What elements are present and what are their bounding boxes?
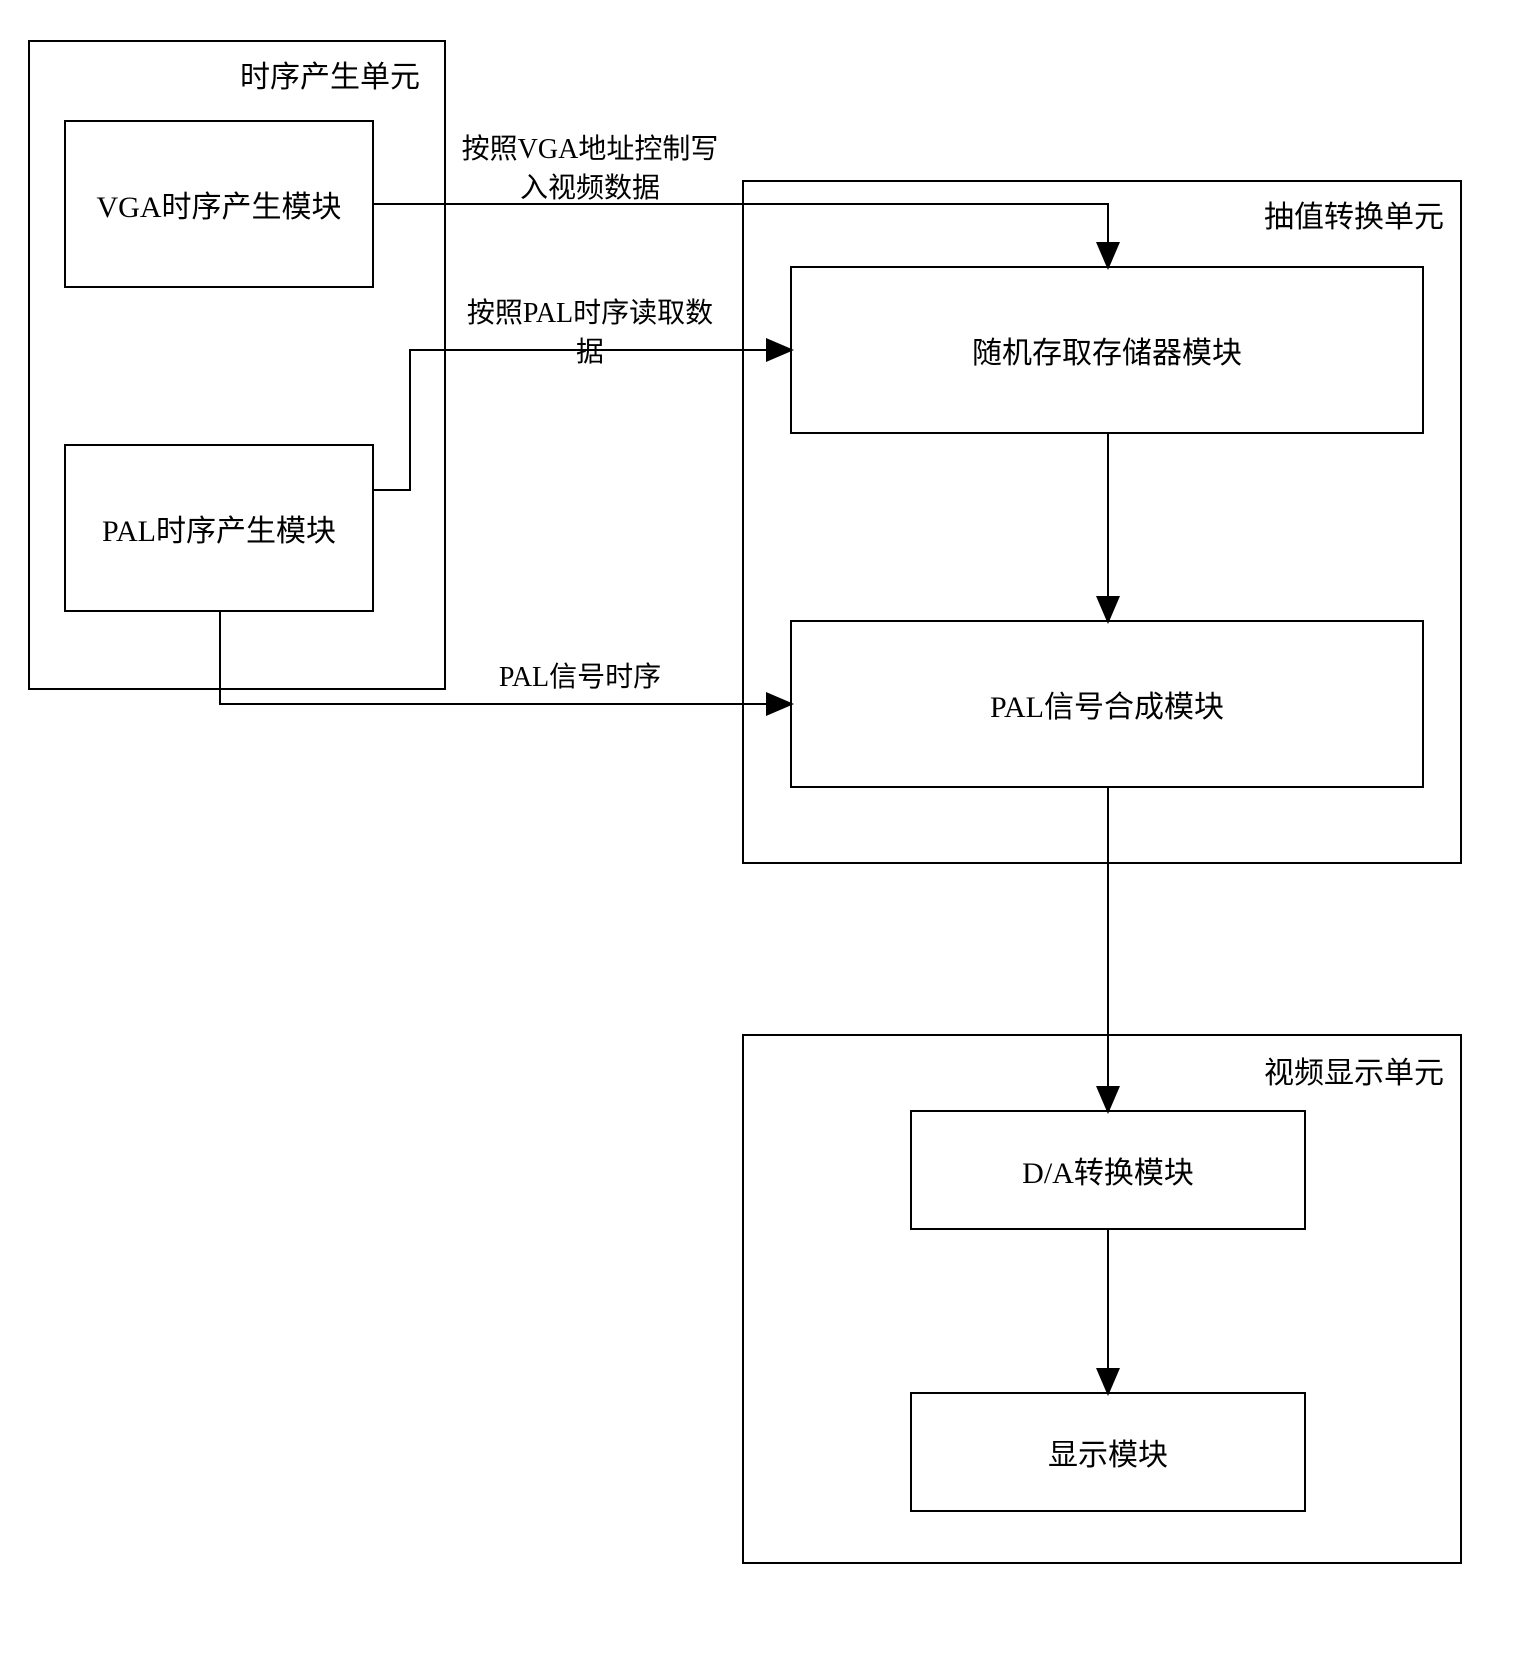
edge-label-vga-to-ram: 按照VGA地址控制写入视频数据: [450, 130, 730, 208]
pal-synth-module: PAL信号合成模块: [790, 620, 1424, 788]
timing-unit-title: 时序产生单元: [240, 52, 420, 96]
pal-timing-module: PAL时序产生模块: [64, 444, 374, 612]
ram-module: 随机存取存储器模块: [790, 266, 1424, 434]
decimation-unit-title: 抽值转换单元: [1264, 192, 1444, 236]
pal-synth-label: PAL信号合成模块: [990, 682, 1224, 726]
display-module: 显示模块: [910, 1392, 1306, 1512]
vga-timing-module: VGA时序产生模块: [64, 120, 374, 288]
edge-label-pal-to-synth: PAL信号时序: [480, 658, 680, 697]
edge-label-pal-to-ram: 按照PAL时序读取数据: [450, 294, 730, 372]
ram-label: 随机存取存储器模块: [972, 328, 1242, 372]
display-label: 显示模块: [1048, 1430, 1168, 1474]
da-conv-label: D/A转换模块: [1022, 1148, 1194, 1192]
display-unit-title: 视频显示单元: [1264, 1048, 1444, 1092]
pal-timing-label: PAL时序产生模块: [102, 506, 336, 550]
vga-timing-label: VGA时序产生模块: [97, 182, 342, 226]
da-conv-module: D/A转换模块: [910, 1110, 1306, 1230]
